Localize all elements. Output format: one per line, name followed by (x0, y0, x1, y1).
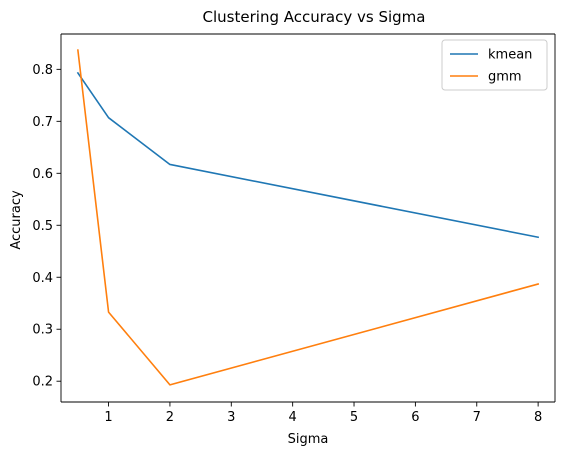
y-tick-label: 0.8 (32, 63, 53, 78)
series-line-gmm (76, 49, 540, 386)
legend-box (441, 39, 548, 91)
x-tick-label: 1 (104, 410, 112, 425)
plot-area: 1 2 3 4 5 6 7 8 0.2 0.3 0.4 0.5 0.6 0.7 0.8 (32, 33, 556, 425)
y-axis-label: Accuracy (9, 190, 24, 250)
x-tick-label: 4 (289, 410, 297, 425)
x-tick-label: 5 (350, 410, 358, 425)
y-tick-label: 0.6 (32, 167, 53, 182)
chart-title: Clustering Accuracy vs Sigma (203, 8, 426, 26)
x-tick-label: 2 (166, 410, 174, 425)
x-tick-label: 7 (473, 410, 481, 425)
y-tick-label: 0.5 (32, 219, 53, 234)
legend: kmean gmm (441, 39, 548, 91)
x-tick-label: 8 (534, 410, 542, 425)
x-tick-label: 3 (227, 410, 235, 425)
legend-label-kmean: kmean (488, 48, 532, 63)
series-line-kmean (76, 71, 540, 239)
y-tick-label: 0.3 (32, 323, 53, 338)
x-tick-label: 6 (411, 410, 419, 425)
y-tick-label: 0.2 (32, 375, 53, 390)
x-axis-label: Sigma (288, 432, 329, 447)
y-tick-label: 0.4 (32, 271, 53, 286)
y-tick-label: 0.7 (32, 115, 53, 130)
legend-label-gmm: gmm (488, 70, 522, 85)
